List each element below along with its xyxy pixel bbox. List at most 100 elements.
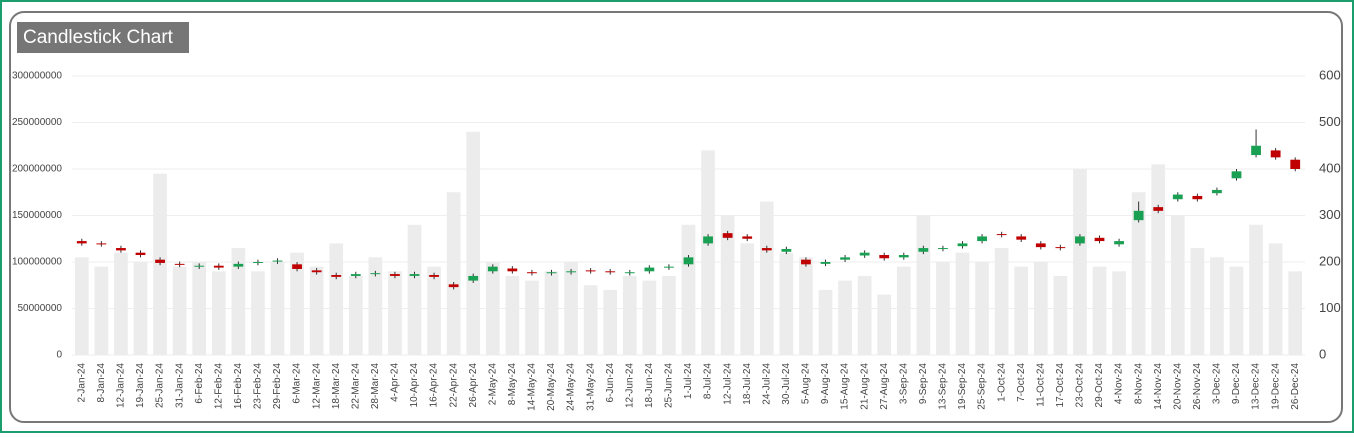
x-tick-label: 14-May-24 [527, 363, 538, 411]
candle-body [859, 252, 870, 256]
y-tick-label: 0 [56, 350, 62, 361]
candle-body [135, 252, 146, 256]
volume-bar [759, 201, 774, 355]
x-tick-label: 12-Jun-24 [624, 363, 635, 408]
y-tick-label: 100000000 [12, 257, 62, 268]
volume-bar [329, 243, 344, 355]
candle-body [213, 265, 224, 268]
volume-bar [994, 248, 1009, 355]
x-tick-label: 28-Mar-24 [370, 363, 381, 410]
x-tick-label: 13-Sep-24 [938, 363, 949, 410]
x-tick-label: 29-Oct-24 [1094, 363, 1105, 408]
volume-bar [1073, 169, 1087, 355]
candle-body [292, 264, 302, 269]
candle-body [370, 273, 381, 275]
x-tick-label: 9-Aug-24 [820, 363, 831, 405]
x-tick-label: 12-Mar-24 [311, 363, 322, 410]
volume-bar [525, 280, 539, 355]
x-tick-label: 3-Sep-24 [898, 363, 909, 405]
candle-body [311, 270, 322, 273]
volume-bar [505, 275, 520, 355]
volume-bar [485, 262, 500, 355]
candle-body [1231, 171, 1242, 179]
volume-bar [1190, 248, 1205, 355]
x-tick-label: 31-May-24 [585, 363, 596, 411]
volume-bar [348, 275, 363, 355]
x-tick-label: 4-Nov-24 [1114, 363, 1125, 405]
candle-body [116, 248, 126, 251]
candle-body [624, 272, 635, 274]
volume-bar [1112, 271, 1126, 355]
candle-body [1153, 207, 1164, 211]
volume-bar [1268, 243, 1283, 355]
volume-bar [270, 262, 285, 355]
candle-body [605, 271, 616, 273]
x-tick-label: 19-Jan-24 [135, 363, 146, 408]
candle-body [820, 262, 831, 264]
x-tick-label: 24-Jul-24 [761, 363, 772, 405]
candle-body [272, 260, 283, 262]
candle-body [1192, 195, 1203, 200]
x-tick-label: 12-Jul-24 [722, 363, 733, 405]
candle-body [898, 255, 909, 258]
volume-bar [172, 266, 187, 355]
candle-body [527, 272, 537, 274]
x-tick-label: 26-Apr-24 [468, 363, 479, 408]
x-tick-label: 31-Jan-24 [174, 363, 185, 408]
candle-body [957, 243, 968, 247]
volume-bar [838, 280, 852, 355]
volume-bar [133, 262, 148, 355]
volume-bar [1151, 164, 1166, 355]
candle-body [742, 236, 753, 239]
candle-body [1114, 241, 1124, 245]
x-tick-label: 23-Oct-24 [1075, 363, 1086, 408]
volume-bar [818, 289, 833, 355]
x-tick-label: 1-Oct-24 [996, 363, 1007, 402]
x-tick-label: 12-Jan-24 [116, 363, 127, 408]
x-tick-label: 7-Oct-24 [1016, 363, 1027, 402]
candle-body [996, 234, 1007, 236]
volume-bar [779, 252, 794, 355]
candle-body [761, 248, 772, 251]
x-tick-label: 15-Aug-24 [840, 363, 851, 410]
volume-bar [701, 150, 715, 355]
x-tick-label: 19-Sep-24 [957, 363, 968, 410]
candle-body [664, 266, 674, 268]
candle-body [781, 248, 792, 252]
x-tick-label: 16-Apr-24 [429, 363, 440, 408]
candle-body [938, 248, 948, 250]
candle-body [76, 241, 87, 244]
volume-bar [114, 252, 128, 355]
candle-body [1251, 145, 1261, 156]
volume-bar [290, 252, 304, 355]
x-tick-label: 3-Dec-24 [1212, 363, 1223, 405]
volume-bar [975, 262, 989, 355]
candle-body [1075, 236, 1085, 244]
volume-bar [544, 271, 559, 355]
x-tick-label: 25-Jun-24 [664, 363, 675, 408]
x-tick-label: 6-Feb-24 [194, 363, 205, 404]
candle-body [390, 274, 400, 276]
x-tick-label: 11-Oct-24 [1035, 363, 1046, 407]
volume-bar [1288, 271, 1303, 355]
candle-body [1016, 236, 1027, 240]
volume-bar [1131, 192, 1146, 355]
x-tick-label: 9-Dec-24 [1231, 363, 1242, 405]
x-tick-label: 20-Nov-24 [1172, 363, 1183, 410]
volume-bar [681, 224, 696, 355]
x-tick-label: 19-Dec-24 [1270, 363, 1281, 410]
volume-bar [1033, 262, 1048, 355]
y-tick-label: 150000000 [12, 210, 62, 221]
candle-body [507, 268, 518, 272]
candle-body [1133, 210, 1144, 221]
candle-body [331, 275, 342, 277]
y2-tick-label: 100 [1319, 300, 1341, 315]
candle-body [703, 236, 713, 244]
candle-body [585, 270, 596, 272]
x-tick-label: 9-Sep-24 [918, 363, 929, 405]
volume-bar [799, 257, 813, 355]
y-tick-label: 250000000 [12, 117, 62, 128]
volume-bar [1229, 266, 1244, 355]
volume-bar [446, 192, 461, 355]
x-tick-label: 20-May-24 [546, 363, 557, 411]
